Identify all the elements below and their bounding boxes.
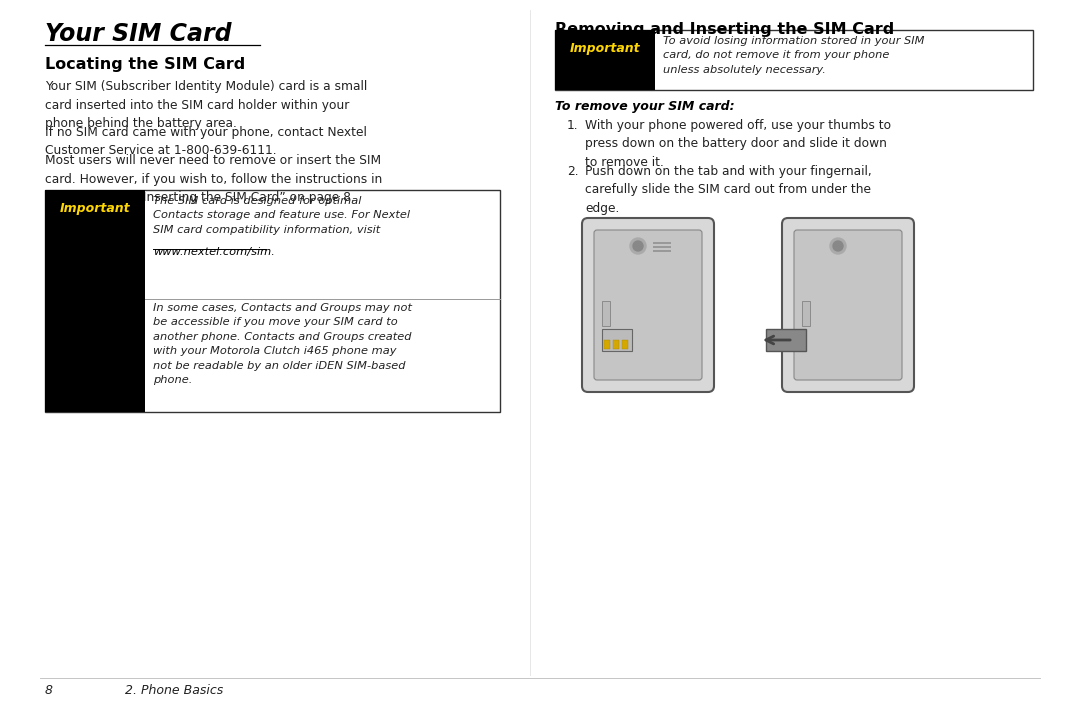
FancyBboxPatch shape (782, 218, 914, 392)
Bar (613, 340, 619, 349)
FancyBboxPatch shape (594, 230, 702, 380)
Bar (653, 242, 671, 244)
Text: Push down on the tab and with your fingernail,
carefully slide the SIM card out : Push down on the tab and with your finge… (585, 165, 872, 215)
Circle shape (833, 241, 843, 251)
Bar (45, 190, 500, 412)
Text: With your phone powered off, use your thumbs to
press down on the battery door a: With your phone powered off, use your th… (585, 119, 891, 169)
Text: Removing and Inserting the SIM Card: Removing and Inserting the SIM Card (555, 22, 894, 37)
Text: Most users will never need to remove or insert the SIM
card. However, if you wis: Most users will never need to remove or … (45, 154, 382, 204)
FancyBboxPatch shape (582, 218, 714, 392)
Bar (602, 301, 610, 326)
Bar (653, 246, 671, 248)
Bar (802, 301, 810, 326)
Text: 2. Phone Basics: 2. Phone Basics (125, 684, 224, 697)
Text: To remove your SIM card:: To remove your SIM card: (555, 100, 734, 113)
Bar (622, 340, 627, 349)
Text: Your SIM (Subscriber Identity Module) card is a small
card inserted into the SIM: Your SIM (Subscriber Identity Module) ca… (45, 80, 367, 130)
Text: 1.: 1. (567, 119, 579, 132)
Circle shape (630, 238, 646, 254)
Text: Important: Important (59, 202, 131, 215)
Text: To avoid losing information stored in your SIM
card, do not remove it from your : To avoid losing information stored in yo… (663, 36, 924, 75)
Text: In some cases, Contacts and Groups may not
be accessible if you move your SIM ca: In some cases, Contacts and Groups may n… (153, 303, 411, 385)
Text: 2.: 2. (567, 165, 579, 178)
Text: The SIM card is designed for optimal
Contacts storage and feature use. For Nexte: The SIM card is designed for optimal Con… (153, 196, 410, 235)
Text: www.nextel.com/sim.: www.nextel.com/sim. (153, 247, 275, 257)
Bar (45, 190, 145, 412)
Bar (602, 329, 632, 351)
Text: Important: Important (569, 42, 640, 55)
Text: Locating the SIM Card: Locating the SIM Card (45, 57, 245, 72)
Bar (555, 30, 654, 90)
Text: Your SIM Card: Your SIM Card (45, 22, 231, 46)
Bar (604, 340, 610, 349)
Bar (766, 329, 806, 351)
Bar (653, 250, 671, 252)
Text: 8: 8 (45, 684, 53, 697)
Circle shape (633, 241, 643, 251)
Bar (555, 30, 1032, 90)
FancyBboxPatch shape (794, 230, 902, 380)
Circle shape (831, 238, 846, 254)
Text: If no SIM card came with your phone, contact Nextel
Customer Service at 1-800-63: If no SIM card came with your phone, con… (45, 126, 367, 158)
